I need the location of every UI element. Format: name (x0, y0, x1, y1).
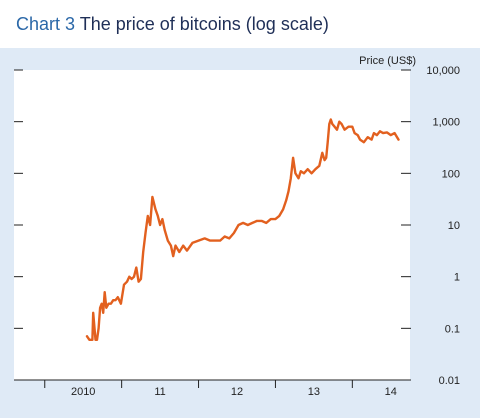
x-tick-label: 14 (385, 386, 397, 398)
y-axis-label: Price (US$) (359, 55, 416, 67)
y-tick-label: 10 (448, 220, 460, 232)
y-tick-label: 10,000 (426, 65, 460, 77)
chart-title: Chart 3 The price of bitcoins (log scale… (16, 14, 329, 35)
x-tick-label: 2010 (71, 386, 95, 398)
x-tick-label: 13 (308, 386, 320, 398)
y-tick-label: 100 (442, 168, 460, 180)
y-tick-label: 0.1 (445, 323, 460, 335)
price-series-line (85, 118, 400, 341)
chart-number: Chart 3 (16, 14, 76, 34)
chart-title-text: The price of bitcoins (log scale) (79, 14, 329, 34)
y-tick-label: 1,000 (432, 117, 460, 129)
y-tick-label: 0.01 (439, 375, 460, 387)
x-tick-label: 12 (231, 386, 243, 398)
x-tick-label: 11 (154, 386, 165, 398)
plot-area (14, 70, 410, 380)
y-tick-label: 1 (454, 272, 460, 284)
